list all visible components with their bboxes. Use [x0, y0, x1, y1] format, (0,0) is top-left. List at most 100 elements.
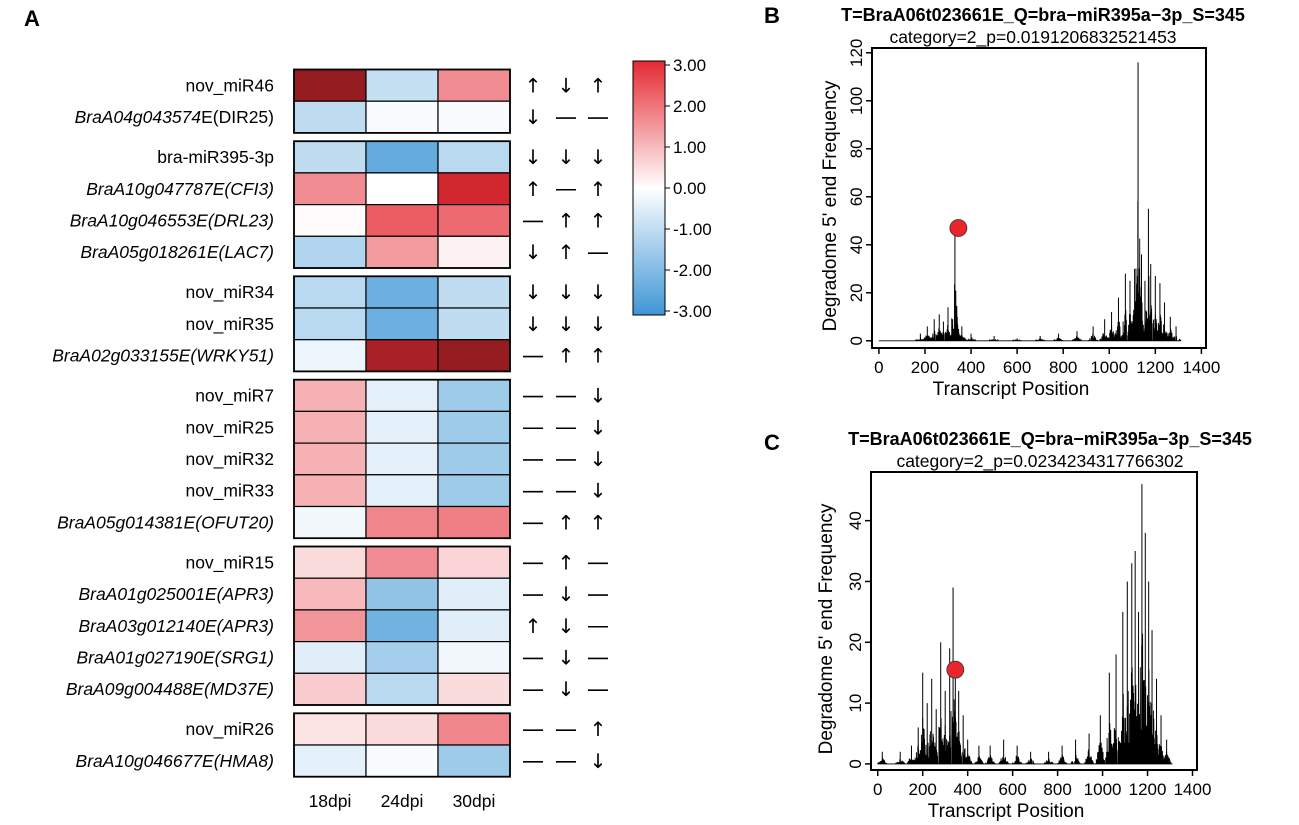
heatmap-cell — [437, 410, 511, 444]
trend-up-arrow: ↑ — [525, 73, 542, 97]
trend-up-arrow: ↑ — [558, 510, 575, 534]
row-label: BraA01g025001E(APR3) — [78, 584, 274, 604]
heatmap-group-border — [293, 712, 511, 778]
heatmap-row: BraA10g046553E(DRL23) ↑ ↑ — [70, 204, 606, 237]
heatmap-cell — [437, 577, 511, 611]
heatmap-panel-a: nov_miR46 ↑ ↓ ↑BraA04g043574E(DIR25) ↓bra-mi… — [52, 68, 608, 811]
y-tick-label: 120 — [847, 39, 866, 67]
y-tick-label: 10 — [846, 694, 865, 713]
heatmap-cell — [293, 474, 367, 508]
trend-down-arrow: ↓ — [590, 312, 607, 336]
trend-down-arrow: ↓ — [590, 447, 607, 471]
heatmap-cell — [437, 307, 511, 341]
row-label: nov_miR26 — [185, 719, 274, 740]
colorbar-tick-label: 1.00 — [673, 138, 706, 157]
heatmap-cell — [293, 545, 367, 579]
y-tick-label: 100 — [847, 87, 866, 115]
heatmap-cell — [365, 640, 439, 674]
colorbar-tick-label: 2.00 — [673, 97, 706, 116]
colorbar-tick-label: 0.00 — [673, 179, 706, 198]
heatmap-cell — [437, 379, 511, 413]
heatmap-row: BraA01g027190E(SRG1) ↓ — [77, 640, 608, 674]
row-label: BraA04g043574E(DIR25) — [75, 107, 274, 127]
heatmap-row: nov_miR34 ↓ ↓ ↓ — [185, 275, 606, 309]
heatmap-cell — [437, 275, 511, 309]
heatmap-cell — [365, 339, 439, 373]
heatmap-cell — [437, 68, 511, 102]
trend-down-arrow: ↓ — [558, 312, 575, 336]
heatmap-cell — [437, 235, 511, 269]
heatmap-cell — [365, 545, 439, 579]
y-tick-label: 40 — [847, 235, 866, 254]
heatmap-cell — [437, 474, 511, 508]
heatmap-cell — [293, 204, 367, 237]
x-tick-label: 1400 — [1174, 780, 1212, 799]
heatmap-cell — [437, 609, 511, 643]
heatmap-cell — [437, 172, 511, 206]
heatmap-cell — [293, 68, 367, 102]
x-tick-label: 1200 — [1136, 358, 1174, 377]
plot-frame — [870, 471, 1198, 771]
heatmap-cell — [365, 235, 439, 269]
heatmap-cell — [293, 672, 367, 706]
heatmap-row: nov_miR7 ↓ — [195, 379, 607, 413]
x-axis-title: Transcript Position — [928, 801, 1085, 822]
x-tick-label: 600 — [1003, 358, 1031, 377]
heatmap-colorbar: 3.00 2.00 1.00 0.00 -1.00 -2.00 -3.00 — [632, 56, 712, 321]
trend-down-arrow: ↓ — [590, 479, 607, 503]
heatmap-cell — [365, 609, 439, 643]
y-tick-label: 0 — [847, 336, 866, 345]
trend-down-arrow: ↓ — [558, 73, 575, 97]
plot-frame — [871, 47, 1207, 349]
y-tick-label: 80 — [847, 139, 866, 158]
heatmap-cell — [437, 640, 511, 674]
trend-up-arrow: ↑ — [558, 208, 575, 232]
trend-down-arrow: ↓ — [590, 384, 607, 408]
heatmap-cell — [293, 172, 367, 206]
trend-up-arrow: ↑ — [590, 177, 607, 201]
x-tick-label: 200 — [911, 358, 939, 377]
heatmap-group-border — [293, 378, 511, 540]
trend-up-arrow: ↑ — [590, 717, 607, 741]
heatmap-group-border — [293, 68, 511, 134]
x-tick-label: 1000 — [1090, 358, 1128, 377]
heatmap-cell — [365, 275, 439, 309]
y-tick-label: 30 — [846, 572, 865, 591]
heatmap-cell — [365, 100, 439, 134]
trend-up-arrow: ↑ — [590, 510, 607, 534]
x-tick-label: 800 — [1043, 780, 1071, 799]
degradome-plot-c: T=BraA06t023661E_Q=bra−miR395a−3p_S=345c… — [816, 429, 1252, 822]
heatmap-cell — [293, 100, 367, 134]
x-tick-label: 400 — [953, 780, 981, 799]
heatmap-cell — [365, 474, 439, 508]
heatmap-cell — [365, 712, 439, 746]
row-label: nov_miR34 — [185, 282, 274, 303]
row-label: nov_miR15 — [185, 552, 274, 573]
x-axis-title: Transcript Position — [933, 379, 1090, 400]
row-label-gene: BraA04g043574 — [75, 107, 202, 127]
row-label: BraA10g046553E(DRL23) — [70, 210, 274, 230]
degradome-plot-b: T=BraA06t023661E_Q=bra−miR395a−3p_S=345c… — [820, 5, 1245, 400]
trend-down-arrow: ↓ — [558, 614, 575, 638]
degradome-signal-line — [878, 201, 1182, 342]
trend-up-arrow: ↑ — [558, 240, 575, 264]
heatmap-row: BraA05g014381E(OFUT20) ↑ ↑ — [57, 505, 607, 539]
x-tick-label: 0 — [874, 358, 883, 377]
panel-label-c: C — [764, 430, 780, 455]
row-label: BraA01g027190E(SRG1) — [77, 647, 274, 667]
colorbar-tick-label: -1.00 — [673, 220, 712, 239]
heatmap-cell — [293, 307, 367, 341]
row-label: BraA03g012140E(APR3) — [78, 616, 274, 636]
heatmap-row: bra-miR395-3p ↓ ↓ ↓ — [157, 140, 606, 174]
row-label: nov_miR33 — [185, 481, 274, 502]
heatmap-cell — [365, 442, 439, 476]
heatmap-cell — [365, 68, 439, 102]
panel-label-b: B — [764, 3, 780, 28]
cleavage-site-dot — [946, 660, 965, 679]
trend-up-arrow: ↑ — [590, 344, 607, 368]
trend-down-arrow: ↓ — [558, 677, 575, 701]
row-label: BraA05g014381E(OFUT20) — [57, 512, 274, 532]
heatmap-cell — [293, 577, 367, 611]
y-axis-title: Degradome 5' end Frequency — [816, 503, 837, 754]
heatmap-cell — [365, 744, 439, 778]
